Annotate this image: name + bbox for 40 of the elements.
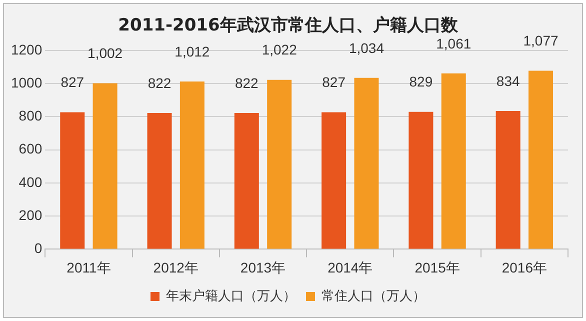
y-tick-label: 1000 <box>10 74 42 90</box>
bar <box>441 73 466 249</box>
y-tick-label: 200 <box>18 206 42 223</box>
data-label: 1,077 <box>523 32 558 49</box>
y-tick-label: 400 <box>18 174 42 190</box>
bar <box>408 112 434 249</box>
x-tick-label: 2014年 <box>328 259 373 276</box>
bar <box>234 113 259 249</box>
chart-title: 2011-2016年武汉市常住人口、户籍人口数 <box>118 16 459 36</box>
y-tick-label: 600 <box>18 140 42 157</box>
data-label: 822 <box>234 74 259 91</box>
bar <box>354 78 379 249</box>
data-label: 822 <box>148 74 172 91</box>
x-tick-label: 2015年 <box>414 259 460 276</box>
x-tick-label: 2012年 <box>153 259 198 276</box>
legend-label: 常住人口（万人） <box>322 288 426 304</box>
bar <box>180 82 204 249</box>
data-label: 827 <box>322 74 346 90</box>
data-label: 1,002 <box>88 45 123 62</box>
data-label: 834 <box>496 72 520 89</box>
y-tick-label: 0 <box>34 240 42 256</box>
x-tick-label: 2011年 <box>66 259 111 276</box>
bar <box>267 80 292 249</box>
data-label: 827 <box>60 74 84 90</box>
data-label: 1,034 <box>348 40 384 56</box>
bar <box>60 112 85 249</box>
y-tick-label: 800 <box>18 108 42 124</box>
bar <box>528 70 554 249</box>
data-label: 1,022 <box>262 42 298 58</box>
x-tick-label: 2013年 <box>240 259 286 276</box>
bar <box>147 113 172 249</box>
bar <box>496 111 520 249</box>
data-label: 1,012 <box>174 43 210 60</box>
data-label: 829 <box>409 74 433 90</box>
x-tick-label: 2016年 <box>502 259 548 276</box>
legend-label: 年末户籍人口（万人） <box>166 288 296 304</box>
bar <box>92 83 118 249</box>
data-label: 1,061 <box>436 35 472 52</box>
bar <box>322 112 346 249</box>
y-tick-label: 1200 <box>10 41 42 58</box>
